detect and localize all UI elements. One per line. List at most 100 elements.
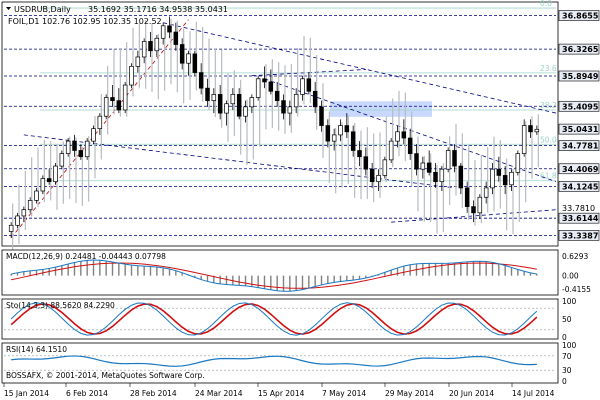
price-tag [558, 230, 600, 241]
price-tick-label: 34.7781 [562, 142, 599, 151]
candle-body [84, 140, 90, 158]
candle-body [34, 190, 39, 201]
candle-body [388, 140, 394, 161]
candle-body [534, 128, 540, 133]
price-tick-label: 33.3387 [562, 231, 598, 240]
candle-body [198, 72, 204, 89]
candle-body [515, 153, 521, 173]
macd-plot [10, 259, 538, 292]
rsi-tick-label: 100 [562, 341, 577, 350]
macd-signal-line [11, 262, 537, 289]
time-tick-label: 24 Mar 2014 [195, 389, 243, 398]
ohlc-header: 35.1692 35.1716 34.9538 35.0431 [88, 5, 228, 14]
candle-body [445, 150, 451, 170]
candle-body [116, 100, 122, 111]
price-tick-label: 35.0431 [562, 125, 599, 134]
price-panel[interactable]: 0.0 23.6 38.2 50.0 61.8 36.8655 36.3265 35.894… [1, 0, 600, 263]
rsi-axis: 100 70 30 0 [562, 341, 577, 386]
candle-body [433, 171, 438, 183]
candle-body [452, 150, 457, 167]
candle-body [414, 153, 419, 170]
price-tick-label: 36.3265 [562, 45, 599, 54]
fib-label: 0.0 [540, 0, 552, 8]
candle-body [350, 131, 356, 151]
candle-body [59, 153, 65, 167]
candle-body [509, 171, 514, 186]
rsi-header: RSI(14) 64.1510 [6, 345, 67, 354]
candle-body [325, 125, 331, 142]
rsi-panel[interactable]: RSI(14) 64.1510 BOSSAFX, © 2001-2014, Me… [1, 341, 577, 386]
candle-body [135, 56, 141, 67]
dropdown-arrow-icon[interactable] [6, 7, 11, 10]
price-tag [558, 123, 600, 135]
price-tick-label: 33.7810 [562, 204, 595, 213]
candle-body [319, 106, 324, 126]
candle-body [496, 168, 502, 176]
price-tag [558, 10, 600, 21]
candle-body [129, 65, 134, 86]
candle-body [357, 150, 362, 158]
candle-body [65, 140, 71, 154]
stochastic-main-line [10, 302, 538, 336]
price-tag [558, 140, 600, 151]
candle-body [27, 200, 33, 211]
candle-body [91, 128, 96, 142]
candle-body [211, 94, 217, 101]
candle-body [21, 209, 27, 217]
candle-body [477, 196, 483, 214]
candle-body [363, 156, 369, 170]
candle-body [97, 115, 103, 130]
zone-rect [330, 101, 432, 117]
candle-body [205, 87, 210, 101]
candle-body [154, 37, 160, 52]
time-tick-label: 6 Feb 2014 [66, 389, 108, 398]
horizontal-levels[interactable] [4, 15, 556, 236]
candle-body [521, 125, 527, 154]
macd-panel[interactable]: MACD(12,26,9) 0.24481 -0.04443 0.07798 0… [1, 249, 591, 296]
fib-label: 61.8 [540, 172, 557, 181]
time-tick-label: 15 Apr 2014 [258, 389, 305, 398]
candle-body [287, 106, 293, 114]
candle-body [458, 165, 464, 189]
candle-body [230, 94, 236, 105]
candle-body [407, 137, 413, 154]
candle-body [262, 78, 267, 83]
price-tick-label: 34.1245 [562, 182, 599, 191]
stochastic-tick-label: 50 [562, 315, 572, 324]
candle-body [312, 90, 318, 108]
candle-body [528, 125, 533, 133]
stochastic-tick-label: 100 [562, 297, 577, 306]
candle-body [217, 94, 223, 114]
fib-label: 23.6 [540, 64, 557, 73]
rsi-tick-label: 0 [562, 377, 567, 386]
rsi-tick-label: 70 [562, 352, 572, 361]
candle-body [122, 84, 128, 111]
time-tick-label: 29 May 2014 [385, 389, 434, 398]
candle-body [331, 134, 337, 142]
candle-body [236, 94, 242, 117]
resistance-zone [330, 101, 432, 117]
price-tick-label: 35.4095 [562, 102, 599, 111]
candles [8, 16, 540, 238]
rsi-line [11, 355, 537, 367]
stochastic-panel[interactable]: Sto(14,3,3) 88.5620 84.2290 100 50 0 [1, 297, 577, 342]
time-tick-label: 20 Jun 2014 [449, 389, 494, 398]
overlay-symbol-line: FOIL,D1 102.76 102.95 102.35 102.52 [8, 17, 162, 26]
stochastic-tick-label: 0 [562, 333, 567, 342]
candle-body [78, 150, 84, 158]
candle-body [420, 162, 426, 170]
candle-body [173, 31, 179, 45]
candle-body [103, 97, 109, 117]
candle-body [8, 224, 14, 232]
price-tag [558, 70, 600, 82]
candle-body [167, 25, 172, 33]
time-tick-label: 28 Feb 2014 [130, 389, 177, 398]
candle-body [53, 165, 58, 183]
trendline[interactable] [23, 134, 455, 189]
candle-body [281, 100, 286, 114]
candle-body [72, 140, 77, 151]
candle-body [224, 103, 229, 114]
stochastic-signal-line [10, 303, 538, 335]
price-tag [558, 43, 600, 55]
